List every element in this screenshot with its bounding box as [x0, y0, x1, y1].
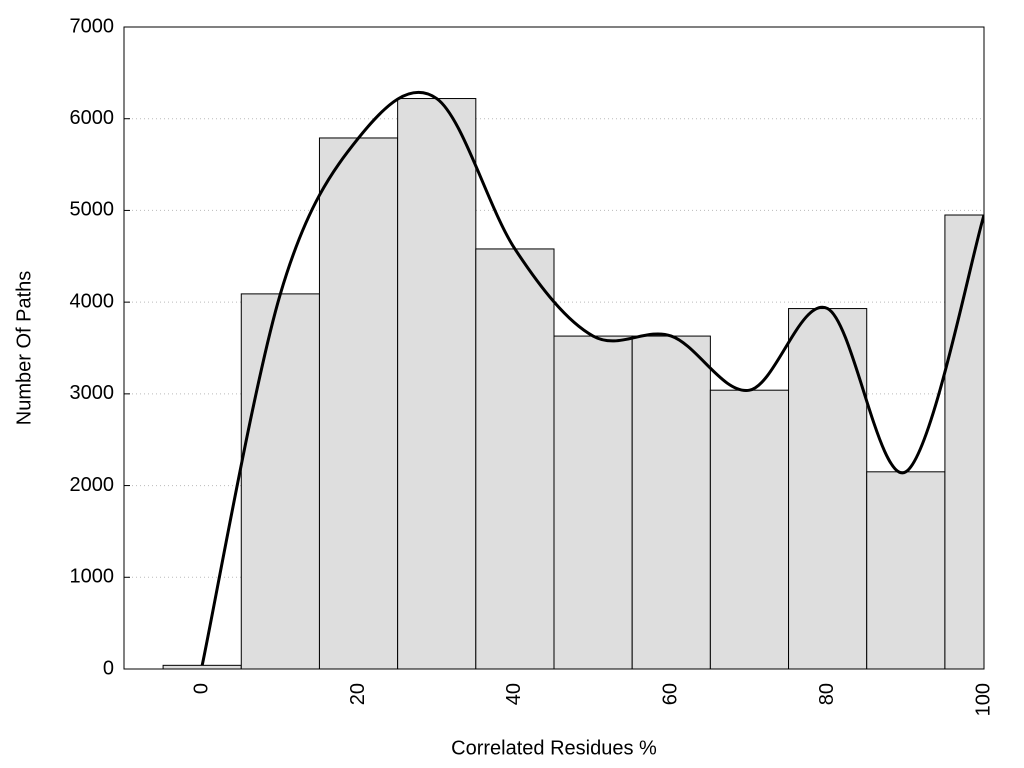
y-tick-label: 6000 — [70, 107, 115, 129]
bar — [553, 335, 633, 669]
y-tick-label: 7000 — [70, 15, 115, 37]
plot-frame — [123, 26, 985, 670]
y-tick-label: 3000 — [70, 382, 115, 404]
y-axis-label: Number Of Paths — [13, 271, 35, 426]
y-tick-label: 5000 — [70, 199, 115, 221]
bar — [240, 293, 320, 669]
x-tick-label: 20 — [347, 683, 369, 705]
x-tick-label: 100 — [972, 683, 994, 716]
bar — [475, 248, 555, 669]
bar — [318, 137, 399, 669]
bar — [709, 389, 790, 669]
bar — [788, 308, 868, 669]
smooth-curve — [200, 90, 984, 666]
bar — [397, 98, 477, 669]
plot-area — [162, 90, 984, 669]
bar — [631, 335, 711, 669]
x-axis-label: Correlated Residues % — [451, 737, 657, 759]
y-tick-label: 1000 — [70, 566, 115, 588]
x-tick-label: 60 — [660, 683, 682, 705]
y-tick-label: 4000 — [70, 290, 115, 312]
x-tick-label: 40 — [503, 683, 525, 705]
bar — [162, 664, 242, 669]
bar — [866, 471, 946, 669]
y-tick-label: 0 — [103, 657, 114, 679]
y-tick-label: 2000 — [70, 474, 115, 496]
x-tick-label: 0 — [190, 683, 212, 694]
x-tick-label: 80 — [816, 683, 838, 705]
